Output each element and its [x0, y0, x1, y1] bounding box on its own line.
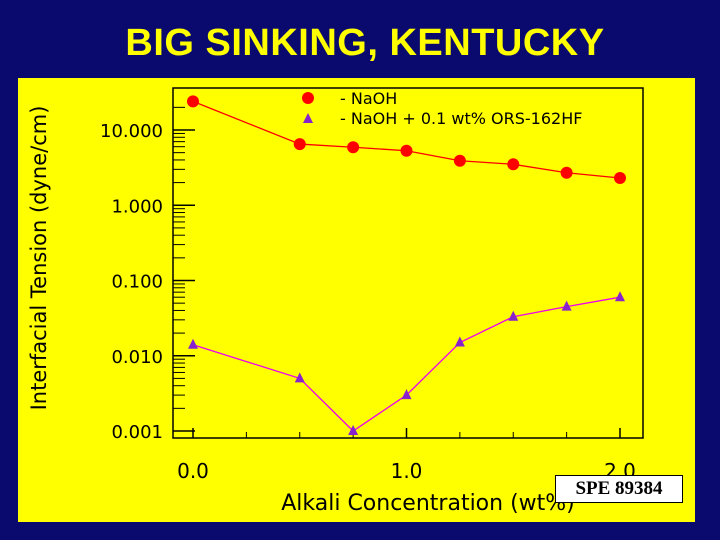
series-line [192, 100, 621, 179]
data-point [454, 336, 465, 347]
chart-panel: Alkali Concentration (wt%) Interfacial Te… [18, 78, 695, 522]
y-tick-label: 10.000 [100, 121, 163, 142]
data-point [561, 300, 572, 311]
legend-label: - NaOH + 0.1 wt% ORS-162HF [340, 109, 582, 128]
data-point [188, 338, 198, 349]
series-naoh [187, 95, 626, 185]
data-point [507, 158, 520, 171]
y-axis-label: Interfacial Tension (dyne/cm) [27, 106, 51, 411]
data-point [614, 172, 626, 185]
data-point [508, 310, 519, 321]
data-point [294, 372, 305, 383]
legend-marker-ors [303, 113, 313, 123]
data-point [615, 291, 625, 302]
slide-title: BIG SINKING, KENTUCKY [125, 22, 605, 64]
data-point [400, 144, 413, 157]
data-point [347, 141, 360, 154]
legend-marker-naoh [302, 92, 314, 104]
y-tick-label: 0.100 [111, 272, 163, 293]
chart-axes: Alkali Concentration (wt%) Interfacial Te… [27, 87, 644, 516]
x-axis-label: Alkali Concentration (wt%) [281, 491, 575, 516]
data-point [187, 95, 199, 108]
x-tick-label: 1.0 [391, 459, 423, 483]
y-tick-label: 1.000 [111, 196, 163, 217]
chart-series [187, 95, 626, 435]
y-tick-label: 0.010 [111, 347, 163, 368]
x-tick-label: 0.0 [177, 459, 209, 483]
plot-frame [172, 87, 644, 439]
legend-label: - NaOH [340, 89, 397, 108]
series-line [192, 296, 621, 432]
data-point [453, 154, 466, 167]
data-point [560, 166, 573, 179]
y-tick-label: 0.001 [111, 422, 163, 443]
data-point [293, 138, 306, 151]
data-point [348, 425, 359, 435]
series-naoh-ors [188, 291, 625, 435]
chart-legend: - NaOH- NaOH + 0.1 wt% ORS-162HF [302, 89, 582, 128]
reference-label: SPE 89384 [555, 475, 683, 503]
itf-chart: Alkali Concentration (wt%) Interfacial Te… [27, 87, 644, 516]
data-point [401, 389, 412, 400]
